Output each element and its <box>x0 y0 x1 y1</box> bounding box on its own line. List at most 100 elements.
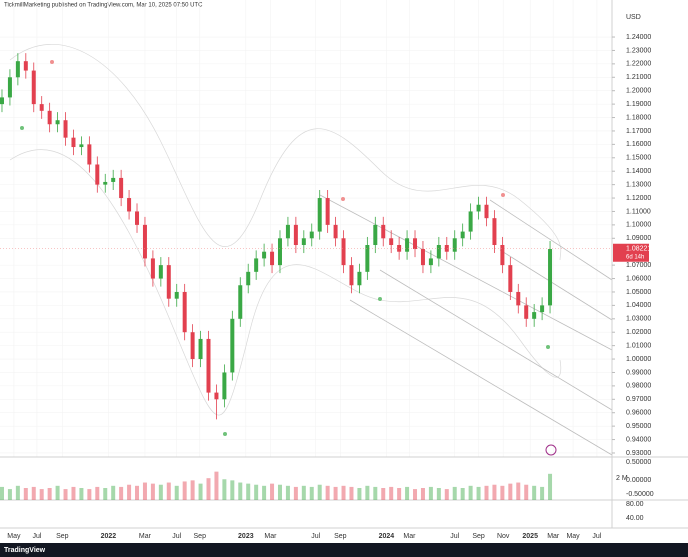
channel <box>499 249 613 321</box>
y-tick-label: 1.12000 <box>626 195 651 202</box>
candle-body <box>516 291 521 306</box>
last-price-box <box>613 243 649 262</box>
y-tick-label: 0.93000 <box>626 450 651 457</box>
candle-body <box>71 137 76 148</box>
volume-bar <box>349 486 354 500</box>
volume-bar <box>436 488 441 500</box>
candle-body <box>158 265 163 279</box>
band-upper <box>9 44 562 261</box>
volume-bar <box>317 484 322 500</box>
x-tick-label: Jul <box>172 533 181 540</box>
volume-bar <box>15 485 20 500</box>
channel <box>349 299 613 456</box>
candle-body <box>389 238 394 246</box>
volume-bar <box>277 484 282 500</box>
volume-bar <box>127 484 132 500</box>
volume-tick-label: 2 M <box>616 475 628 482</box>
volume-bar <box>325 485 330 500</box>
event-icon[interactable] <box>545 444 557 456</box>
y-tick-label: 1.09000 <box>626 235 651 242</box>
volume-bar <box>468 485 473 500</box>
volume-pane-label: 0.50000 <box>626 459 651 466</box>
x-tick-label: Jul <box>592 533 601 540</box>
y-tick-label: 0.95000 <box>626 423 651 430</box>
footer-bar <box>0 543 688 557</box>
volume-bar <box>150 483 155 500</box>
y-tick-label: 1.20000 <box>626 88 651 95</box>
candle-body <box>127 198 132 212</box>
candle-body <box>309 231 314 239</box>
candle-body <box>206 338 211 393</box>
marker <box>50 60 54 64</box>
volume-bar <box>206 478 211 500</box>
candle-body <box>262 251 267 259</box>
volume-bar <box>174 485 179 500</box>
candle-body <box>397 245 402 252</box>
candle-body <box>548 249 553 306</box>
y-tick-label: 1.04000 <box>626 302 651 309</box>
volume-bar <box>166 482 171 500</box>
y-tick-label: 1.24000 <box>626 34 651 41</box>
y-tick-label: 1.02000 <box>626 329 651 336</box>
candle-body <box>95 164 100 185</box>
candle-body <box>39 104 44 111</box>
y-tick-label: 1.19000 <box>626 101 651 108</box>
volume-bar <box>246 483 251 500</box>
volume-bar <box>7 489 12 500</box>
candle-body <box>381 224 386 239</box>
marker <box>20 126 24 130</box>
x-tick-label: Jul <box>32 533 41 540</box>
lower-pane-label: 40.00 <box>626 515 644 522</box>
marker <box>223 432 227 436</box>
volume-bar <box>524 484 529 500</box>
candle-body <box>293 224 298 246</box>
y-tick-label: 1.00000 <box>626 356 651 363</box>
volume-bar <box>532 485 537 500</box>
volume-bar <box>47 488 52 500</box>
y-tick-label: 1.16000 <box>626 141 651 148</box>
candle-body <box>254 258 259 272</box>
candle-body <box>47 110 52 125</box>
countdown: 6d 14h <box>626 254 644 260</box>
x-tick-label: May <box>7 533 21 540</box>
y-tick-label: 1.17000 <box>626 128 651 135</box>
volume-bar <box>309 486 314 500</box>
x-tick-label: Nov <box>497 533 510 540</box>
y-tick-label: 1.11000 <box>626 208 651 215</box>
x-tick-label: 2025 <box>522 533 538 540</box>
y-tick-label: 1.10000 <box>626 222 651 229</box>
footer-logo[interactable]: TradingView <box>4 547 46 554</box>
volume-bar <box>87 489 92 500</box>
candle-body <box>270 251 275 266</box>
volume-bar <box>373 486 378 500</box>
volume-pane-label: -0.50000 <box>626 491 654 498</box>
y-tick-label: 1.03000 <box>626 316 651 323</box>
volume-bar <box>492 484 497 500</box>
candle-body <box>31 70 36 105</box>
channel <box>319 194 613 351</box>
candle-body <box>357 271 362 286</box>
volume-bar <box>270 483 275 500</box>
candle-body <box>119 177 124 199</box>
volume-bar <box>111 485 116 500</box>
marker <box>546 345 550 349</box>
candle-body <box>500 245 505 266</box>
candle-body <box>190 332 195 360</box>
candle-body <box>7 77 12 98</box>
y-tick-label: 0.98000 <box>626 383 651 390</box>
last-price-label: 1.08221 <box>626 246 651 253</box>
volume-bar <box>500 485 505 500</box>
x-tick-label: Jul <box>450 533 459 540</box>
volume-bar <box>397 488 402 500</box>
volume-bar <box>452 486 457 500</box>
channel <box>489 199 613 281</box>
candle-body <box>142 224 147 259</box>
volume-bar <box>444 489 449 500</box>
band-lower <box>9 149 562 416</box>
volume-bar <box>540 486 545 500</box>
volume-bar <box>95 486 100 500</box>
x-tick-label: 2022 <box>101 533 117 540</box>
volume-bar <box>135 485 140 500</box>
y-tick-label: 1.13000 <box>626 181 651 188</box>
x-tick-label: Mar <box>547 533 560 540</box>
